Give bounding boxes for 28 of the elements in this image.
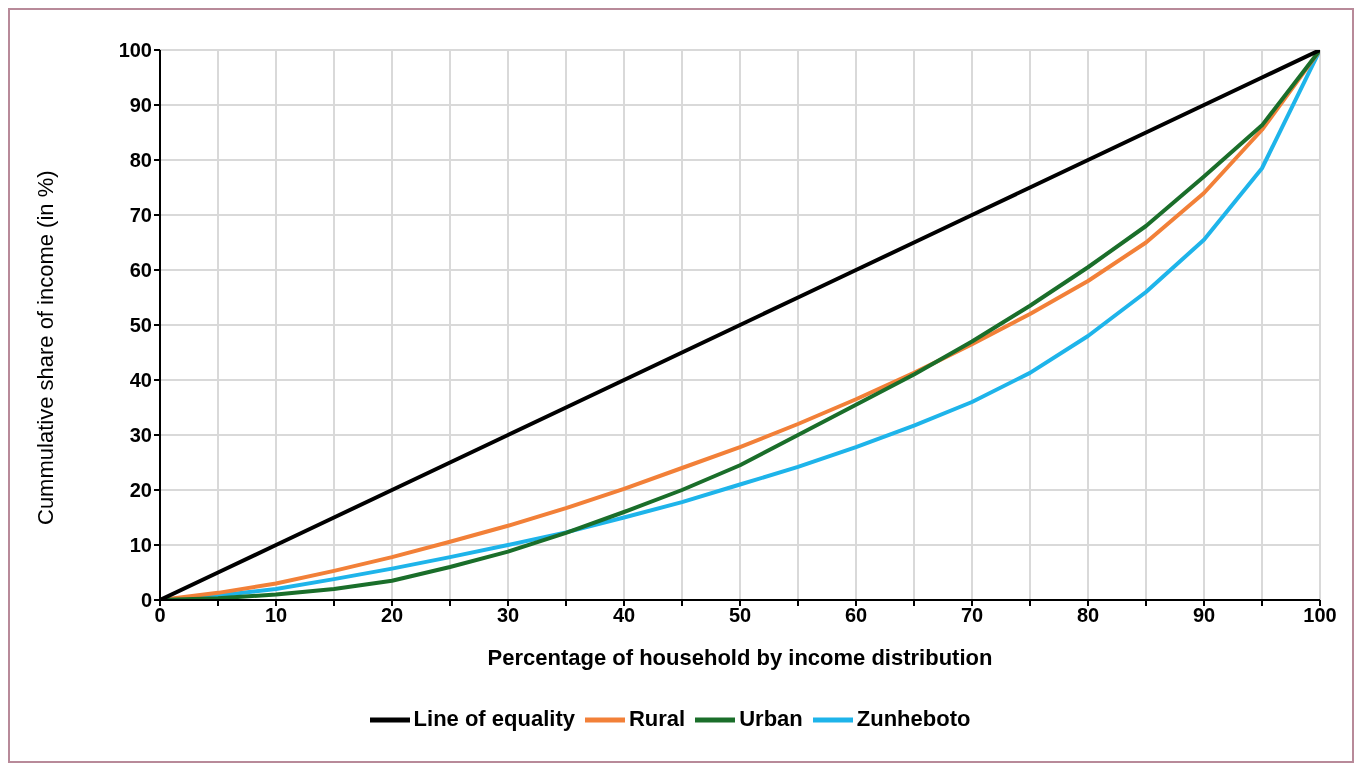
y-tick-label: 30 [129,424,152,447]
x-tick-label: 20 [380,604,404,627]
y-tick-label: 90 [129,94,152,117]
y-tick-label: 50 [129,314,152,337]
x-tick-label: 50 [728,604,752,627]
x-axis-title: Percentage of household by income distribution [487,645,993,670]
y-tick-label: 0 [140,589,152,612]
legend-label: Rural [628,705,686,731]
x-tick-label: 0 [154,604,166,627]
legend-label: Urban [739,705,803,731]
y-tick-label: 40 [129,369,152,392]
y-axis-title: Cummulative share of income (in %) [32,170,58,525]
x-tick-label: 30 [496,604,520,627]
x-tick-label: 40 [612,604,636,627]
x-tick-label: 90 [1192,604,1216,627]
y-tick-label: 80 [129,149,152,172]
y-tick-label: 70 [129,204,152,227]
x-tick-label: 100 [1303,604,1337,627]
y-tick-label: 100 [118,39,152,62]
y-tick-label: 60 [129,259,152,282]
x-tick-label: 10 [264,604,288,627]
x-tick-label: 60 [844,604,868,627]
x-tick-label: 70 [960,604,984,627]
y-tick-label: 10 [129,534,152,557]
x-tick-label: 80 [1076,604,1100,627]
legend-label: Line of equality [413,705,575,731]
legend-label: Zunheboto [856,705,971,731]
y-tick-label: 20 [129,479,152,502]
